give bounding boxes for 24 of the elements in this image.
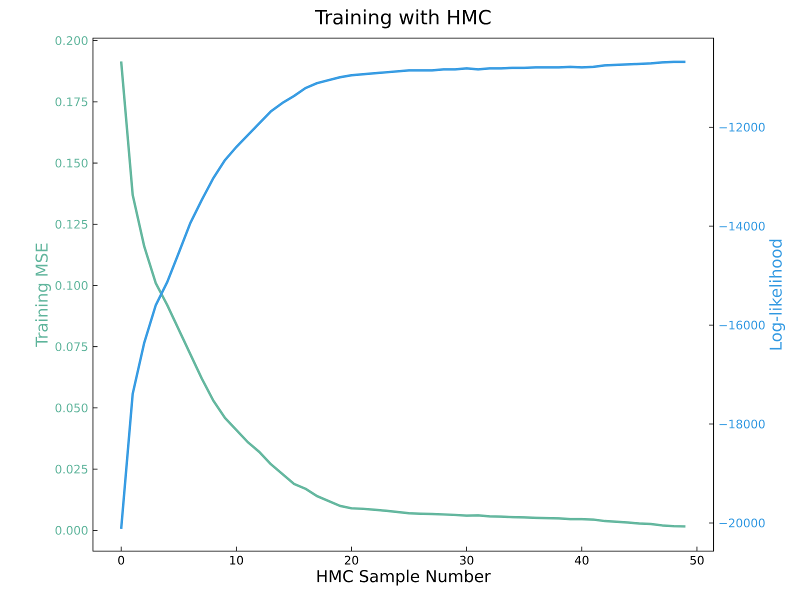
y-tick-label: 0.050 bbox=[55, 403, 88, 412]
x-tick-label: 40 bbox=[574, 556, 588, 565]
y2-axis-title: Log-likelihood bbox=[769, 240, 786, 350]
y-tick-label: 0.075 bbox=[55, 342, 88, 352]
y-tick-label: 0.025 bbox=[55, 464, 88, 474]
y-axis-title: Training MSE bbox=[35, 243, 51, 347]
x-axis-title: HMC Sample Number bbox=[317, 570, 491, 586]
y2-tick-label: −12000 bbox=[720, 122, 765, 132]
y-tick-label: 0.150 bbox=[55, 158, 88, 168]
y-tick-label: 0.200 bbox=[55, 36, 88, 45]
x-tick-label: 50 bbox=[690, 556, 704, 565]
y2-tick-label: −16000 bbox=[720, 320, 765, 330]
x-tick-label: 20 bbox=[344, 556, 358, 565]
x-tick-label: 10 bbox=[230, 556, 244, 565]
x-tick-label: 30 bbox=[460, 556, 474, 565]
x-tick-label: 0 bbox=[118, 556, 124, 565]
y-tick-label: 0.175 bbox=[55, 97, 88, 106]
y2-tick-label: −18000 bbox=[720, 419, 765, 428]
y2-tick-label: −20000 bbox=[720, 518, 765, 528]
y-tick-label: 0.100 bbox=[55, 280, 88, 290]
y2-tick-label: −14000 bbox=[720, 222, 765, 230]
chart-title: Training with HMC bbox=[314, 9, 491, 28]
y-tick-label: 0.125 bbox=[55, 220, 88, 229]
y-tick-label: 0.000 bbox=[55, 526, 88, 535]
